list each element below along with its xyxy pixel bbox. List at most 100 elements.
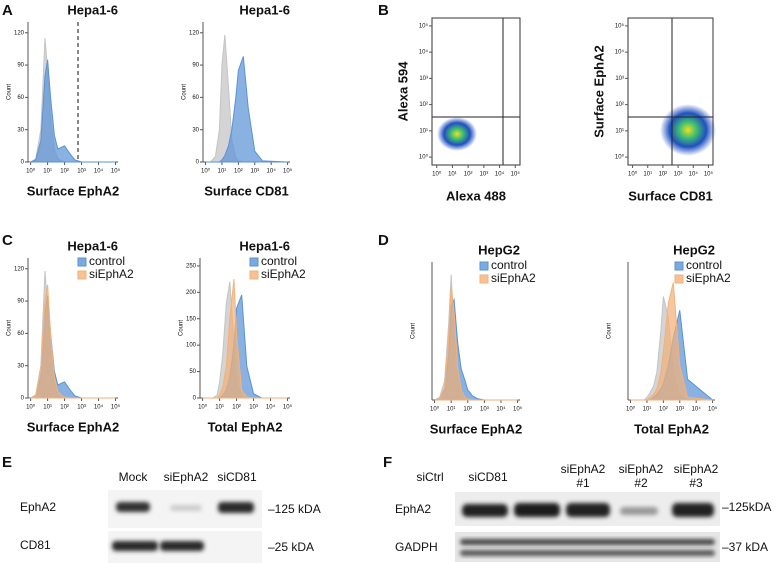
y-tick-label: 30 <box>17 363 24 369</box>
density-cloud <box>437 117 477 151</box>
y-axis-label: Count <box>607 323 613 339</box>
size-marker: –37 kDA <box>722 540 768 554</box>
panel-label: B <box>378 2 389 19</box>
x-tick-label: 10¹ <box>447 407 456 413</box>
y-tick-label: 0 <box>193 396 197 402</box>
density-cloud <box>660 104 716 156</box>
x-tick-label: 10⁵ <box>283 168 293 175</box>
y-tick-label: 10⁵ <box>419 22 429 29</box>
legend-label: siEphA2 <box>686 271 731 285</box>
x-tick-label: 10⁵ <box>111 404 121 411</box>
y-tick-label: 120 <box>14 266 25 272</box>
x-tick-label: 10¹ <box>218 169 227 175</box>
x-axis-label: Surface EphA2 <box>430 421 522 436</box>
x-tick-label: 10⁴ <box>496 406 506 413</box>
y-tick-label: 30 <box>17 127 24 133</box>
x-tick-label: 10⁰ <box>626 406 636 413</box>
histogram-area <box>205 56 288 163</box>
histogram-area <box>630 282 713 401</box>
band <box>514 503 560 517</box>
panel-label: E <box>2 454 12 471</box>
x-tick-label: 10⁴ <box>94 404 104 411</box>
y-tick-label: 120 <box>14 30 25 36</box>
band <box>460 539 715 545</box>
lane-label: #1 <box>576 476 590 490</box>
x-tick-label: 10⁴ <box>495 171 505 178</box>
x-tick-label: 10¹ <box>643 172 652 178</box>
y-tick-label: 250 <box>186 264 197 270</box>
panel-label: C <box>2 232 13 249</box>
y-axis-label: Count <box>7 84 13 100</box>
chart-title: HepG2 <box>673 242 715 257</box>
x-tick-label: 10¹ <box>43 169 52 175</box>
y-tick-label: 10⁰ <box>615 154 625 161</box>
legend-swatch <box>77 270 87 280</box>
legend-swatch <box>77 257 87 267</box>
x-tick-label: 10⁵ <box>708 406 718 413</box>
histogram-area <box>202 279 288 399</box>
histogram-area <box>30 284 116 399</box>
histogram-area <box>202 294 288 399</box>
band <box>672 503 714 517</box>
legend-label: siEphA2 <box>89 267 134 281</box>
y-tick-label: 10³ <box>419 76 428 82</box>
x-tick-label: 10⁴ <box>692 406 702 413</box>
legend-swatch <box>249 270 259 280</box>
band <box>566 503 610 517</box>
legend-label: siEphA2 <box>261 267 306 281</box>
x-tick-label: 10² <box>60 405 69 411</box>
y-tick-label: 10³ <box>615 76 624 82</box>
x-tick-label: 10⁰ <box>198 404 208 411</box>
x-tick-label: 10⁴ <box>267 168 277 175</box>
y-tick-label: 10² <box>419 102 428 108</box>
y-axis-label: Alexa 594 <box>395 61 410 122</box>
lane-label: siEphA2 <box>561 462 606 476</box>
x-tick-label: 10³ <box>480 172 489 178</box>
x-tick-label: 10² <box>659 172 668 178</box>
histogram-area <box>434 287 518 401</box>
x-tick-label: 10³ <box>480 407 489 413</box>
band <box>116 502 150 512</box>
x-tick-label: 10³ <box>674 172 683 178</box>
size-marker: –25 kDA <box>268 540 314 554</box>
row-label: GADPH <box>395 540 438 554</box>
band <box>160 541 204 551</box>
x-axis-label: Surface CD81 <box>628 188 713 203</box>
band <box>170 505 202 511</box>
lane-label: Mock <box>119 470 149 484</box>
lane-label: siEphA2 <box>164 470 209 484</box>
chart-title: Hepa1-6 <box>67 2 118 17</box>
chart: 10⁰ 10¹ 10² 10³ 10⁴ 10⁵ 10⁰ 10¹ 10² 10³ 10⁴ 10⁵ Alex… <box>395 17 521 203</box>
lane-label: #2 <box>634 476 648 490</box>
x-tick-label: 10⁰ <box>26 404 36 411</box>
chart-title: HepG2 <box>478 242 520 257</box>
x-tick-label: 10² <box>463 407 472 413</box>
y-axis-label: Count <box>182 84 188 100</box>
y-tick-label: 60 <box>17 95 24 101</box>
x-axis-label: Surface EphA2 <box>27 419 119 434</box>
x-tick-label: 10¹ <box>448 172 457 178</box>
lane-label: siCD81 <box>468 470 508 484</box>
y-tick-label: 90 <box>17 63 24 69</box>
legend-label: siEphA2 <box>491 271 536 285</box>
x-tick-label: 10³ <box>77 405 86 411</box>
lane-label: siEphA2 <box>674 462 719 476</box>
lane-label: siCD81 <box>217 470 257 484</box>
y-axis-label: Surface EphA2 <box>591 45 606 137</box>
y-tick-label: 0 <box>21 396 25 402</box>
y-tick-label: 10² <box>615 102 624 108</box>
plot-frame <box>627 17 714 166</box>
x-tick-label: 10¹ <box>43 405 52 411</box>
x-axis-label: Surface EphA2 <box>27 183 119 198</box>
plot-frame <box>431 17 521 166</box>
lane-label: #3 <box>689 476 703 490</box>
x-tick-label: 10⁵ <box>111 168 121 175</box>
x-tick-label: 10⁴ <box>266 404 276 411</box>
x-tick-label: 10³ <box>249 405 258 411</box>
chart: HepG2 10⁰ 10¹ 10² 10³ 10⁴ 10⁵ Count Surface EphA… <box>411 242 536 436</box>
legend-swatch <box>674 274 684 284</box>
y-axis-label: Count <box>411 323 417 339</box>
chart-title: Hepa1-6 <box>239 2 290 17</box>
x-tick-label: 10⁰ <box>432 171 442 178</box>
